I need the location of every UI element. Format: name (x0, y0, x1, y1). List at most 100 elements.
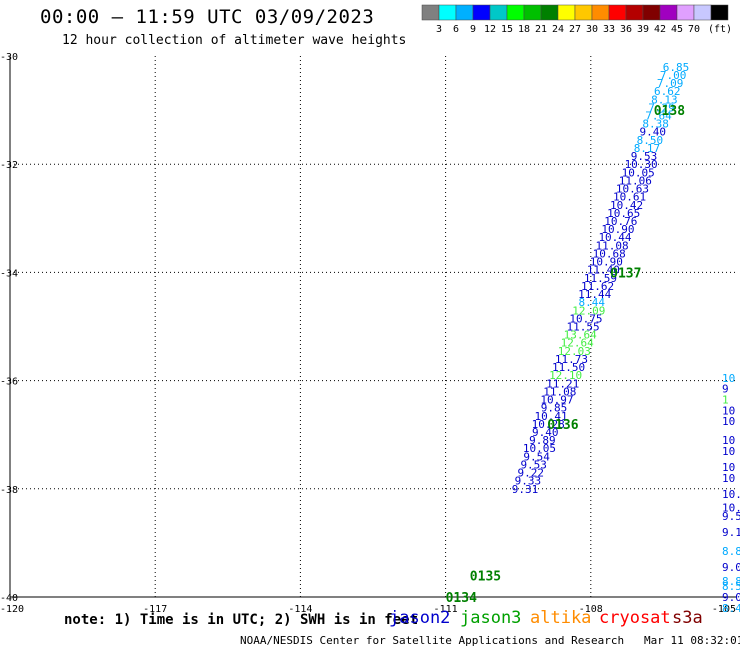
color-scale-swatch (710, 4, 729, 21)
swh-value-label: 9.33 (515, 475, 542, 488)
color-scale-swatch (506, 4, 525, 21)
swh-value-label: 11.06 (619, 174, 652, 187)
swh-value-label: 10.44 (598, 231, 631, 244)
swh-value-label: 12.09 (572, 304, 605, 317)
swh-value-label: 10.65 (607, 207, 640, 220)
swh-value-label: 6.85 (663, 61, 690, 74)
color-scale-swatch (489, 4, 508, 21)
swh-value-label: 10.42 (610, 199, 643, 212)
swh-value-label: 11.08 (596, 239, 629, 252)
color-scale-tick: 42 (654, 24, 666, 35)
swh-value-label: 8.50 (637, 134, 664, 147)
x-tick-label: -108 (579, 604, 603, 615)
swh-edge-label: 9 (722, 383, 729, 396)
color-scale-swatch (625, 4, 644, 21)
swh-value-label: 9.53 (631, 150, 658, 163)
x-tick-label: -120 (0, 604, 24, 615)
footer-note: note: 1) Time is in UTC; 2) SWH is in fe… (64, 612, 419, 628)
swh-edge-label: 9.1 (722, 526, 740, 539)
swh-value-label: 9.89 (529, 434, 556, 447)
color-scale-swatch (591, 4, 610, 21)
satellite-name-jason3: jason3 (460, 608, 522, 628)
swh-value-label: 10.76 (604, 215, 637, 228)
color-scale-tick: 70 (688, 24, 700, 35)
swh-edge-label: 9.08 (722, 591, 740, 604)
color-scale-swatch (421, 4, 440, 21)
swh-edge-label: 8.8 (722, 575, 740, 588)
swh-edge-label: 10 (722, 472, 735, 485)
swh-value-label: 10.68 (593, 247, 626, 260)
color-scale-swatch (455, 4, 474, 21)
swh-edge-label: 10 (722, 445, 735, 458)
swh-edge-label: 8.40 (722, 602, 740, 615)
swh-value-label: 8.38 (642, 118, 669, 131)
swh-value-label: 11.21 (546, 377, 579, 390)
track-number-label: 0135 (470, 569, 501, 584)
swh-value-label: 11.40 (587, 264, 620, 277)
swh-value-label: 7.00 (660, 69, 687, 82)
swh-value-label: 12.10 (549, 369, 582, 382)
color-scale-tick: 9 (470, 24, 476, 35)
swh-edge-label: 10.4 (722, 488, 740, 501)
swh-value-label: 11.55 (566, 321, 599, 334)
track-number-label: 0136 (547, 418, 578, 433)
y-tick-label: -30 (0, 52, 18, 63)
swh-value-label: 10.05 (622, 166, 655, 179)
satellite-name-s3a: s3a (672, 608, 703, 628)
swh-value-label: 12.03 (558, 345, 591, 358)
chart-title: 00:00 – 11:59 UTC 03/09/2023 (40, 6, 375, 28)
swh-value-label: 9.22 (518, 467, 545, 480)
swh-edge-label: 10 (722, 461, 735, 474)
color-scale-swatch (523, 4, 542, 21)
footer-credit: NOAA/NESDIS Center for Satellite Applica… (240, 634, 740, 647)
swh-value-label: 6.62 (654, 85, 681, 98)
swh-value-label: 11.08 (543, 385, 576, 398)
swh-value-label: 11.59 (584, 272, 617, 285)
color-scale-swatch (676, 4, 695, 21)
x-tick-label: -111 (434, 604, 458, 615)
swh-edge-label: 10 (722, 372, 735, 385)
color-scale-tick: 33 (603, 24, 615, 35)
satellite-name-jason2: jason2 (389, 608, 451, 628)
swh-value-label: 9.40 (640, 126, 667, 139)
swh-value-label: 12.64 (561, 337, 594, 350)
color-scale-tick: 3 (436, 24, 442, 35)
y-tick-label: -32 (0, 160, 18, 171)
color-scale-tick: 6 (453, 24, 459, 35)
swh-value-label: 9.31 (512, 483, 539, 496)
color-scale-swatch (472, 4, 491, 21)
y-tick-label: -36 (0, 377, 18, 388)
swh-value-label: 7.09 (657, 77, 684, 90)
color-scale-swatch (574, 4, 593, 21)
color-scale-tick: 15 (501, 24, 513, 35)
swh-value-label: 9.53 (520, 458, 547, 471)
x-tick-label: -117 (143, 604, 167, 615)
track-number-label: 0137 (610, 266, 641, 281)
swh-edge-label: 8.5 (722, 580, 740, 593)
color-scale-swatch (693, 4, 712, 21)
track-number-label: 0138 (654, 104, 685, 119)
swh-value-label: 10.61 (613, 191, 646, 204)
swh-value-label: 10.90 (601, 223, 634, 236)
swh-value-label: 10.63 (616, 183, 649, 196)
swh-value-label: 9.40 (532, 426, 559, 439)
swh-edge-label: 10 (722, 404, 735, 417)
x-tick-label: -114 (288, 604, 312, 615)
color-scale-tick: 12 (484, 24, 496, 35)
satellite-name-cryosat: cryosat (599, 608, 671, 628)
swh-value-label: 10.28 (532, 418, 565, 431)
swh-value-label: 11.50 (552, 361, 585, 374)
swh-value-label: 10.30 (625, 158, 658, 171)
swh-value-label: 13.64 (564, 329, 597, 342)
swh-value-label: 11.44 (578, 288, 611, 301)
swh-value-label: 8.17 (634, 142, 661, 155)
swh-edge-label: 10.5 (722, 502, 740, 515)
y-tick-label: -34 (0, 268, 18, 279)
swh-value-label: 7.64 (645, 110, 672, 123)
swh-edge-label: 1 (722, 394, 729, 407)
color-scale-tick: 24 (552, 24, 564, 35)
color-scale-tick: 45 (671, 24, 683, 35)
swh-value-label: 9.85 (541, 402, 568, 415)
color-scale-swatch (438, 4, 457, 21)
